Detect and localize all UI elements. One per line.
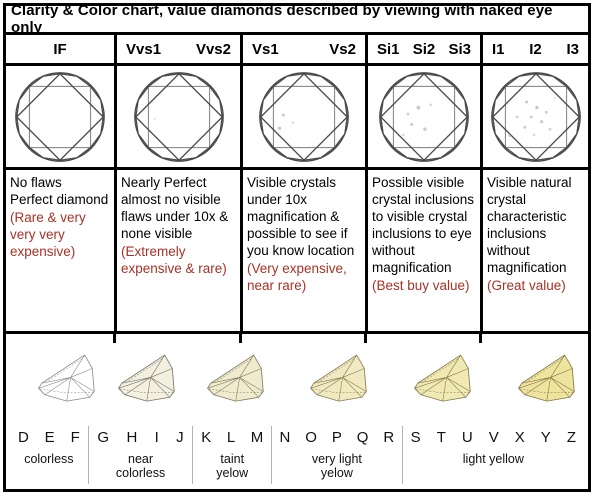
divider-stub	[478, 334, 482, 343]
letter-row: S T U V X Y Z	[403, 426, 584, 446]
group-label: taint yelow	[216, 452, 249, 480]
value-note: (Great value)	[487, 278, 566, 293]
side-diamond-light-yellow-deep-icon	[518, 354, 575, 402]
color-letter-scale: D E F colorless G H I J near colorless K	[10, 426, 584, 484]
diamond-cell-si	[365, 66, 480, 167]
grade-label: Vs2	[329, 40, 356, 58]
description-cell-si: Possible visible crystal inclusions to v…	[365, 170, 480, 331]
color-letter: D	[17, 429, 29, 446]
grade-label: Si3	[448, 40, 471, 58]
color-scale-section: D E F colorless G H I J near colorless K	[6, 334, 588, 489]
side-diamond-colorless-icon	[38, 354, 95, 402]
grade-cell-i: I1 I2 I3	[480, 35, 588, 63]
diamond-cell-vvs	[114, 66, 240, 167]
grade-cell-if: IF	[6, 35, 114, 63]
description-cell-vvs: Nearly Perfect almost no visible flaws u…	[114, 170, 240, 331]
color-letter: F	[70, 429, 80, 446]
grade-cell-vs: Vs1 Vs2	[240, 35, 365, 63]
grade-label: I2	[529, 40, 542, 58]
letter-row: G H I J	[89, 426, 193, 446]
grade-label: IF	[53, 40, 67, 58]
color-letter: V	[488, 429, 499, 446]
chart-title-row: Clarity & Color chart, value diamonds de…	[6, 2, 588, 36]
round-diamond-top-view-icon	[379, 71, 469, 162]
grade-label: Vs1	[252, 40, 279, 58]
clarity-grade-header: IF Vvs1 Vvs2 Vs1 Vs2 Si1 Si2 Si3 I1 I2 I…	[6, 35, 588, 66]
color-letter: X	[514, 429, 525, 446]
value-note: (Very expensive, near rare)	[247, 261, 347, 293]
diamond-cell-if	[6, 66, 114, 167]
diamond-cell-vs	[240, 66, 365, 167]
side-diamond-very-light-yellow-icon	[310, 354, 367, 402]
divider-stub	[238, 334, 242, 343]
group-label: colorless	[24, 452, 74, 466]
description-text: Visible crystals under 10x magnification…	[247, 175, 355, 258]
grade-label: Si1	[377, 40, 400, 58]
letter-row: D E F	[10, 426, 88, 446]
grade-label: I3	[566, 40, 579, 58]
grade-label: Si2	[412, 40, 436, 58]
round-diamond-top-view-icon	[15, 71, 105, 162]
value-note: (Best buy value)	[372, 278, 470, 293]
group-label: light yellow	[462, 452, 524, 466]
chart-title: Clarity & Color chart, value diamonds de…	[11, 2, 553, 36]
color-letter: N	[279, 429, 291, 446]
divider-stub	[363, 334, 367, 343]
group-label: very light yelow	[311, 452, 362, 480]
value-note: (Extremely expensive & rare)	[121, 244, 227, 276]
color-group-light-yellow: S T U V X Y Z light yellow	[401, 426, 584, 484]
color-letter: P	[331, 429, 342, 446]
round-diamond-top-view-icon	[133, 71, 224, 162]
color-letter: H	[126, 429, 138, 446]
color-letter: Y	[540, 429, 551, 446]
side-diamond-light-yellow-icon	[414, 354, 471, 402]
diamond-cell-i	[480, 66, 588, 167]
color-letter: O	[305, 429, 317, 446]
color-letter: J	[176, 429, 184, 446]
color-letter: L	[226, 429, 236, 446]
color-group-taint-yellow: K L M taint yelow	[192, 426, 271, 484]
round-diamond-top-view-icon	[490, 71, 581, 162]
side-diamond-near-colorless-icon	[118, 354, 175, 402]
grade-cell-si: Si1 Si2 Si3	[365, 35, 480, 63]
round-diamond-top-view-icon	[259, 71, 349, 162]
color-letter: M	[250, 429, 264, 446]
clarity-description-row: No flaws Perfect diamond (Rare & very ve…	[6, 170, 588, 334]
grade-label: Vvs1	[126, 40, 162, 58]
color-group-colorless: D E F colorless	[10, 426, 88, 484]
description-text: Possible visible crystal inclusions to v…	[372, 175, 475, 275]
color-letter: U	[461, 429, 473, 446]
color-group-very-light-yellow: N O P Q R very light yelow	[271, 426, 402, 484]
grade-cell-vvs: Vvs1 Vvs2	[114, 35, 240, 63]
description-cell-if: No flaws Perfect diamond (Rare & very ve…	[6, 170, 114, 331]
letter-row: N O P Q R	[272, 426, 402, 446]
side-diamond-taint-yellow-icon	[207, 354, 264, 402]
color-letter: S	[410, 429, 421, 446]
description-text: Visible natural crystal characteristic i…	[487, 175, 572, 275]
letter-row: K L M	[193, 426, 271, 446]
color-letter: Z	[566, 429, 576, 446]
color-letter: G	[97, 429, 110, 446]
color-group-near-colorless: G H I J near colorless	[87, 426, 193, 484]
clarity-color-chart: Clarity & Color chart, value diamonds de…	[3, 2, 591, 492]
description-cell-vs: Visible crystals under 10x magnification…	[240, 170, 365, 331]
diamond-top-view-row	[6, 66, 588, 170]
description-text: No flaws Perfect diamond	[10, 175, 109, 207]
divider-stub	[112, 334, 116, 343]
description-text: Nearly Perfect almost no visible flaws u…	[121, 175, 229, 241]
color-letter: Q	[356, 429, 369, 446]
color-letter: R	[383, 429, 395, 446]
value-note: (Rare & very very very expensive)	[10, 210, 86, 259]
color-letter: I	[154, 429, 159, 446]
color-letter: K	[201, 429, 212, 446]
color-letter: E	[44, 429, 55, 446]
description-cell-i: Visible natural crystal characteristic i…	[480, 170, 588, 331]
grade-label: Vvs2	[195, 40, 231, 58]
group-label: near colorless	[115, 452, 166, 480]
grade-label: I1	[492, 40, 505, 58]
color-letter: T	[436, 429, 446, 446]
